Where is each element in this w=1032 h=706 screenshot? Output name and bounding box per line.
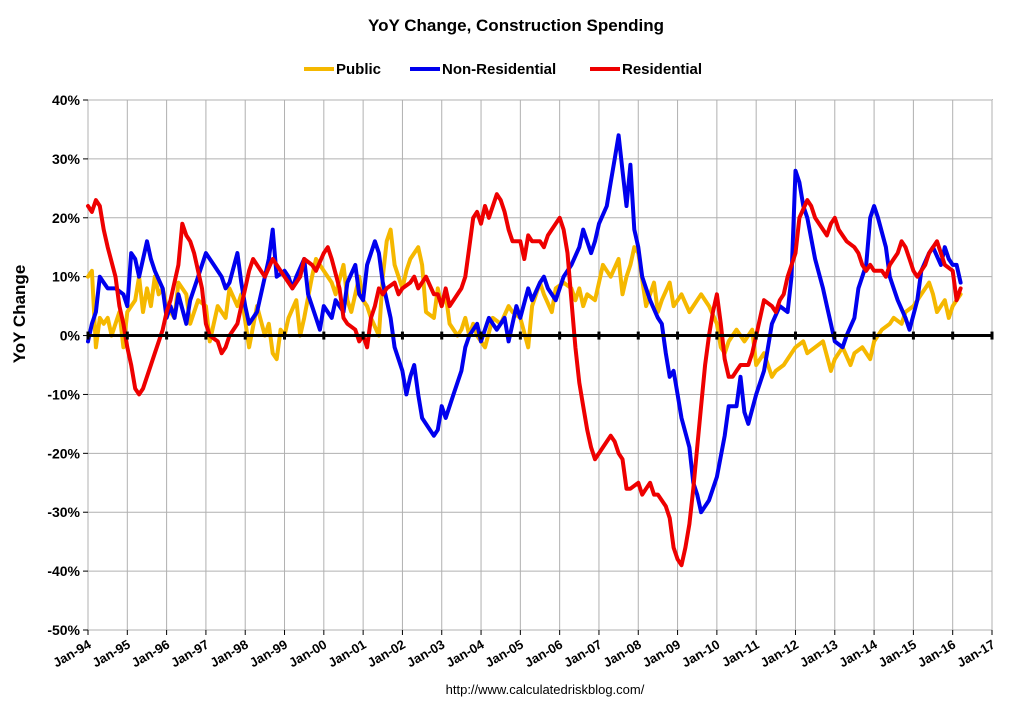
x-tick-label: Jan-17: [954, 637, 997, 671]
x-tick-label: Jan-96: [129, 637, 172, 671]
x-tick-label: Jan-94: [50, 636, 94, 670]
x-tick-label: Jan-00: [286, 637, 329, 671]
grid: [87, 99, 993, 631]
y-tick-label: 40%: [52, 92, 81, 108]
chart-title: YoY Change, Construction Spending: [368, 16, 664, 35]
x-tick-label: Jan-06: [522, 637, 565, 671]
legend-label-non-residential: Non-Residential: [442, 61, 556, 78]
y-tick-label: 20%: [52, 210, 81, 226]
x-tick-label: Jan-01: [325, 637, 368, 671]
x-tick-label: Jan-10: [679, 637, 722, 671]
x-axis-ticks: Jan-94Jan-95Jan-96Jan-97Jan-98Jan-99Jan-…: [50, 630, 998, 671]
source-url: http://www.calculatedriskblog.com/: [446, 682, 645, 697]
x-tick-label: Jan-16: [915, 637, 958, 671]
x-tick-label: Jan-08: [601, 637, 644, 671]
y-axis-ticks: -50% -40% -30% -20% -10% 0% 10% 20% 30% 40%: [47, 92, 88, 638]
x-tick-label: Jan-13: [797, 637, 840, 671]
legend-label-public: Public: [336, 61, 381, 78]
x-tick-label: Jan-07: [561, 637, 604, 671]
legend-label-residential: Residential: [622, 61, 702, 78]
y-tick-label: -30%: [47, 504, 80, 520]
y-tick-label: 30%: [52, 151, 81, 167]
x-tick-label: Jan-97: [168, 637, 211, 671]
x-tick-label: Jan-03: [404, 637, 447, 671]
x-tick-label: Jan-12: [758, 637, 801, 671]
legend: Public Non-Residential Residential: [304, 61, 702, 78]
series-line-non-residential: [86, 133, 963, 515]
x-tick-label: Jan-15: [876, 637, 919, 671]
series-line-residential: [86, 192, 963, 568]
y-tick-label: -40%: [47, 563, 80, 579]
zero-axis: [86, 331, 994, 340]
x-tick-label: Jan-11: [719, 637, 762, 670]
x-tick-label: Jan-99: [247, 637, 290, 671]
y-tick-label: -20%: [47, 445, 80, 461]
plot-area: [87, 99, 993, 631]
x-tick-label: Jan-14: [836, 636, 880, 670]
y-tick-label: 0%: [60, 328, 81, 344]
x-tick-label: Jan-95: [90, 637, 133, 671]
x-tick-label: Jan-04: [443, 636, 487, 670]
x-tick-label: Jan-05: [483, 637, 526, 671]
y-tick-label: -10%: [47, 386, 80, 402]
series-layer: [86, 133, 963, 568]
y-axis-label: YoY Change: [10, 265, 29, 364]
x-tick-label: Jan-98: [208, 637, 251, 671]
x-tick-label: Jan-09: [640, 637, 683, 671]
y-tick-label: 10%: [52, 269, 81, 285]
x-tick-label: Jan-02: [365, 637, 408, 671]
y-tick-label: -50%: [47, 622, 80, 638]
